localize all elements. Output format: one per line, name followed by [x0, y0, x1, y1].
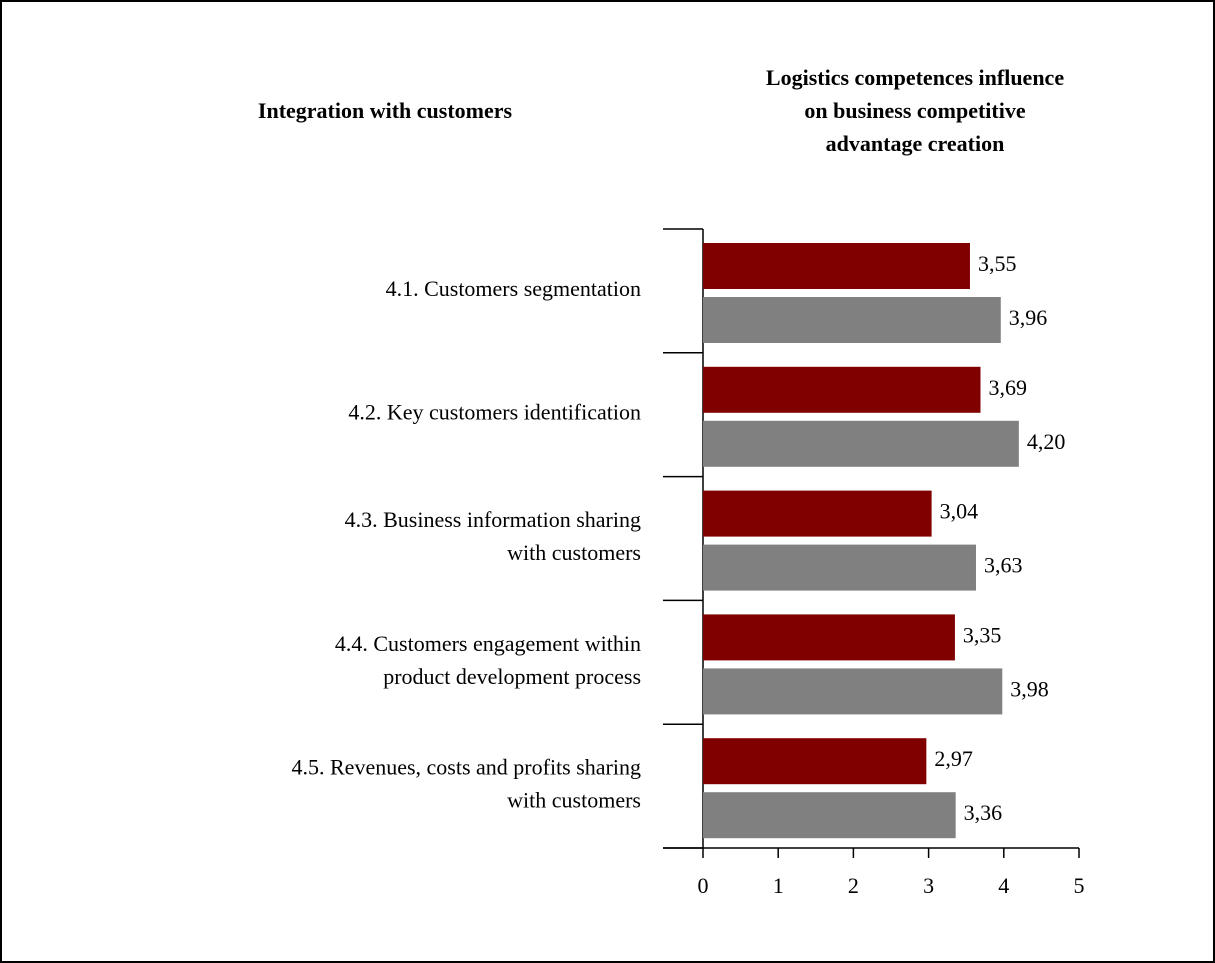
bar [703, 243, 970, 289]
x-tick-label: 4 [998, 873, 1009, 898]
x-tick-label: 2 [848, 873, 859, 898]
y-tick-label: 4.2. Key customers identification [348, 400, 641, 425]
value-label: 3,96 [1009, 305, 1048, 330]
bar [703, 366, 981, 413]
x-tick-label: 5 [1074, 873, 1085, 898]
x-tick-label: 0 [698, 873, 709, 898]
value-label: 3,55 [978, 251, 1017, 276]
bar [703, 297, 1001, 343]
chart-subtitle: on business competitive [804, 98, 1025, 123]
chart-subtitle: advantage creation [826, 131, 1005, 156]
bar [703, 792, 956, 839]
y-tick-label: 4.4. Customers engagement within [335, 631, 641, 656]
value-label: 3,63 [984, 553, 1023, 578]
value-label: 3,36 [964, 800, 1003, 825]
chart-title: Integration with customers [258, 98, 513, 123]
bar [703, 668, 1003, 715]
chart-subtitle: Logistics competences influence [766, 65, 1064, 90]
value-label: 2,97 [934, 746, 973, 771]
x-tick-label: 3 [923, 873, 934, 898]
bar [703, 614, 955, 661]
y-tick-label: 4.3. Business information sharing [345, 507, 641, 532]
value-label: 3,04 [940, 499, 979, 524]
bar [703, 420, 1019, 467]
x-tick-label: 1 [773, 873, 784, 898]
bar [703, 490, 932, 537]
value-label: 3,69 [988, 375, 1027, 400]
value-label: 3,35 [963, 622, 1002, 647]
value-label: 4,20 [1027, 429, 1066, 454]
y-tick-label: 4.1. Customers segmentation [386, 276, 641, 301]
value-label: 3,98 [1010, 676, 1049, 701]
y-tick-label: product development process [383, 664, 641, 689]
y-tick-label: 4.5. Revenues, costs and profits sharing [292, 755, 642, 780]
y-tick-label: with customers [507, 788, 641, 813]
y-tick-label: with customers [507, 540, 641, 565]
bar [703, 544, 976, 591]
bar [703, 738, 927, 785]
